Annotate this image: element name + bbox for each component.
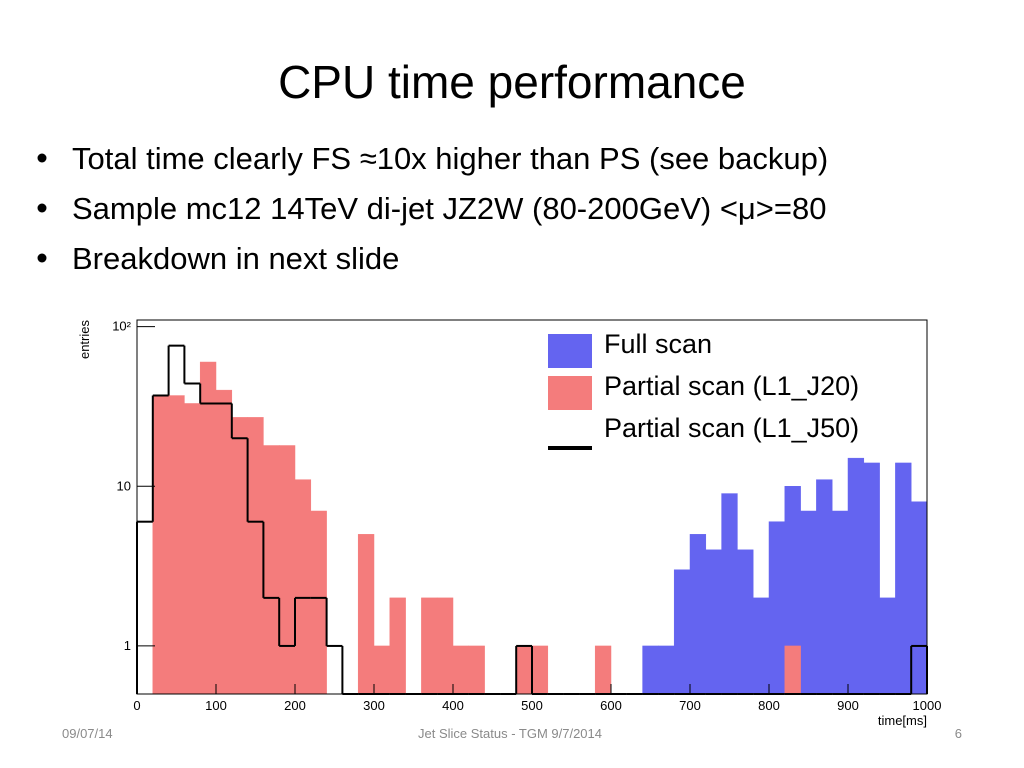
x-tick-label: 700 [679, 698, 701, 713]
histogram-bar [184, 403, 201, 695]
bullet-dot [37, 253, 47, 263]
histogram-bar [673, 569, 691, 695]
x-tick-label: 200 [284, 698, 306, 713]
bullet-dot [37, 203, 47, 213]
histogram-bar [594, 645, 612, 695]
legend-label: Full scan [604, 329, 712, 359]
y-tick-label: 10 [117, 478, 131, 493]
x-tick-label: 400 [442, 698, 464, 713]
histogram-bar [910, 501, 928, 695]
histogram-bar [642, 645, 659, 695]
footer-date: 09/07/14 [62, 726, 113, 741]
histogram-bar [531, 645, 549, 695]
y-tick-label: 10² [112, 319, 131, 334]
histogram-bar [768, 521, 786, 695]
footer-title: Jet Slice Status - TGM 9/7/2014 [418, 726, 602, 741]
histogram-bar [389, 597, 406, 695]
bullet: Breakdown in next slide [72, 241, 399, 276]
histogram-bar [168, 395, 185, 695]
histogram-bar [658, 645, 675, 695]
page-number: 6 [955, 726, 962, 741]
histogram-bar [152, 395, 169, 695]
histogram-bar [294, 479, 312, 695]
x-tick-label: 1000 [913, 698, 942, 713]
histogram-bar [737, 549, 754, 695]
y-tick-label: 1 [124, 638, 131, 653]
legend-swatch [548, 376, 592, 410]
legend-label: Partial scan (L1_J20) [604, 371, 859, 401]
x-tick-label: 600 [600, 698, 622, 713]
x-tick-label: 300 [363, 698, 385, 713]
y-axis-label: entries [77, 320, 92, 360]
slide-title: CPU time performance [278, 56, 746, 108]
histogram-bar [689, 534, 707, 695]
x-tick-label: 900 [837, 698, 859, 713]
x-tick-label: 0 [133, 698, 140, 713]
histogram-bar [436, 597, 454, 695]
histogram-bar [863, 462, 880, 695]
chart: 0 100 200 300 400 500 600 700 800 900 1000 1 10 10² ti… [77, 319, 941, 728]
histogram-bar [816, 479, 833, 695]
histogram-bar [752, 597, 770, 695]
histogram-bar [278, 445, 296, 695]
histogram-bar [847, 457, 865, 695]
histogram-bar [231, 417, 248, 695]
legend-swatch [548, 334, 592, 368]
histogram-bar [452, 645, 470, 695]
x-tick-label: 500 [521, 698, 543, 713]
bullet-dot [37, 153, 47, 163]
histogram-bar [199, 361, 217, 695]
bullet: Total time clearly FS ≈10x higher than P… [72, 141, 828, 176]
histogram-bar [263, 445, 280, 695]
histogram-bar [705, 549, 722, 695]
histogram-bar [421, 597, 438, 695]
x-axis-label: time[ms] [878, 713, 927, 728]
x-tick-label: 800 [758, 698, 780, 713]
histogram-bar [831, 510, 849, 695]
histogram-bar [247, 417, 264, 695]
x-tick-label: 100 [205, 698, 227, 713]
histogram-bar [357, 534, 375, 695]
histogram-bar [515, 645, 533, 695]
legend-label: Partial scan (L1_J50) [604, 413, 859, 443]
histogram-bar [215, 389, 233, 695]
histogram-bar [784, 645, 801, 695]
histogram-bar [373, 645, 391, 695]
histogram-bar [800, 510, 817, 695]
histogram-bar [468, 645, 485, 695]
bullet: Sample mc12 14TeV di-jet JZ2W (80-200GeV… [72, 191, 826, 226]
histogram-bar [310, 510, 327, 695]
histogram-bar [895, 462, 912, 695]
histogram-bar [879, 597, 896, 695]
histogram-bar [721, 493, 738, 695]
